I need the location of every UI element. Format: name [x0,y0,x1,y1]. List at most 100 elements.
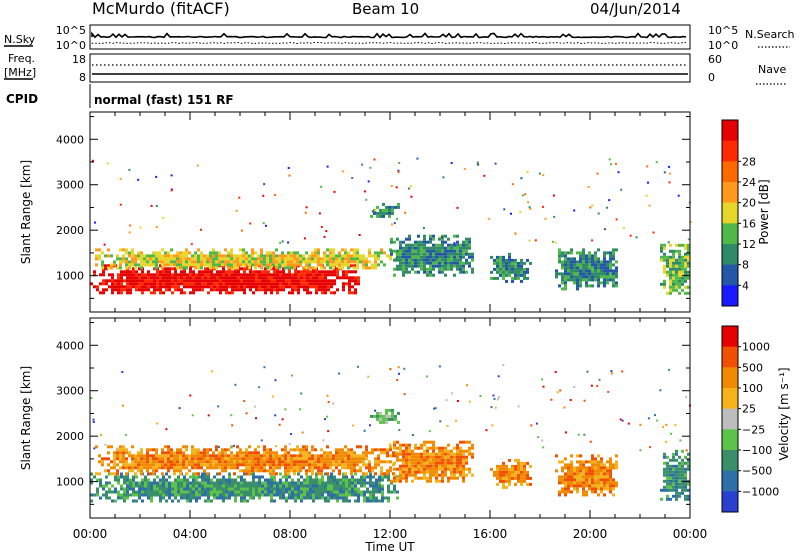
data-cell-vel-data-1 [302,457,305,461]
data-cell-power-data-1 [155,254,158,258]
colorbar-swatch [722,244,738,266]
data-cell-power-data-2 [411,264,414,268]
data-cell-vel-data-0 [195,481,198,485]
data-cell-vel-data-0 [198,493,201,497]
data-cell-power-data-1 [356,263,359,267]
data-cell-power-data-1 [305,260,308,264]
data-cell-vel-data-1 [176,460,179,464]
data-cell-vel-data-0 [324,487,327,491]
data-cell-vel-data-1 [209,448,212,452]
data-cell-power-data-0 [279,288,282,292]
data-cell-vel-data-2 [444,473,447,477]
data-cell-power-data-1 [176,254,179,258]
data-cell-vel-data-1 [140,472,143,476]
data-cell-vel-data-0 [213,481,216,485]
data-cell-power-data-1 [200,263,203,267]
sparse-echo [374,209,377,212]
data-cell-vel-data-0 [138,481,141,485]
data-cell-vel-data-2 [441,446,444,450]
sparse-echo [617,171,620,174]
data-cell-vel-data-0 [381,484,384,488]
data-cell-vel-data-0 [330,484,333,488]
data-cell-vel-data-0 [270,475,273,479]
sparse-echo [404,211,407,214]
data-cell-power-data-5 [672,270,675,274]
sparse-echo [456,400,459,402]
data-cell-vel-data-2 [435,452,438,456]
data-cell-power-data-0 [180,288,183,292]
x-tick-label: 00:00 [73,527,108,541]
data-cell-power-data-1 [119,260,122,264]
data-cell-vel-data-4 [567,463,570,467]
data-cell-power-data-1 [272,263,275,267]
data-cell-power-data-0 [219,270,222,274]
data-cell-power-data-4 [570,272,573,276]
data-cell-power-data-0 [258,288,261,292]
sparse-echo [287,241,290,244]
data-cell-power-data-0 [333,279,336,283]
data-cell-vel-data-0 [327,481,330,485]
data-cell-vel-data-0 [177,475,180,479]
data-cell-power-data-2 [390,237,393,241]
data-cell-power-data-1 [233,263,236,267]
data-cell-vel-data-0 [159,487,162,491]
data-cell-power-data-0 [225,273,228,277]
data-cell-power-data-4 [570,248,573,252]
data-cell-vel-data-1 [167,457,170,461]
data-cell-vel-data-0 [393,487,396,491]
data-cell-vel-data-2 [432,455,435,459]
data-cell-power-data-0 [204,270,207,274]
data-cell-vel-data-1 [185,472,188,476]
data-cell-power-data-0 [276,270,279,274]
data-cell-vel-data-1 [134,472,137,476]
data-cell-vel-data-0 [372,499,375,503]
data-cell-power-data-0 [159,291,162,295]
data-cell-vel-data-5 [675,479,678,483]
data-cell-power-data-0 [261,270,264,274]
data-cell-power-data-2 [426,267,429,271]
data-cell-vel-data-4 [615,460,618,464]
data-cell-power-data-0 [321,291,324,295]
sparse-echo [456,206,459,209]
sparse-echo [494,406,497,409]
data-cell-power-data-0 [153,273,156,277]
data-cell-vel-data-0 [90,493,93,497]
freq-panel: Freq. [MHz] 18 8 60 0 Nave [4,52,786,85]
data-cell-vel-data-1 [227,463,230,467]
data-cell-power-data-1 [131,254,134,258]
data-cell-power-data-0 [126,285,129,289]
data-cell-vel-data-0 [327,490,330,494]
data-cell-power-data-1 [212,254,215,258]
data-cell-vel-data-1 [263,454,266,458]
data-cell-power-data-2 [405,267,408,271]
data-cell-vel-data-5 [687,452,690,456]
data-cell-power-data-1 [152,254,155,258]
data-cell-vel-data-2 [462,461,465,465]
data-cell-vel-data-0 [267,493,270,497]
data-cell-power-data-4 [612,275,615,279]
data-cell-power-data-1 [317,263,320,267]
data-cell-power-data-4 [582,278,585,282]
data-cell-power-data-0 [294,282,297,286]
sparse-echo [610,163,612,166]
data-cell-vel-data-0 [261,484,264,488]
data-cell-power-data-0 [345,270,348,274]
data-cell-power-data-4 [585,269,588,273]
data-cell-power-data-0 [105,282,108,286]
data-cell-power-data-0 [120,291,123,295]
data-cell-power-data-5 [666,273,669,277]
data-cell-vel-data-3 [496,473,499,477]
data-cell-vel-data-2 [414,452,417,456]
data-cell-power-data-1 [284,266,287,270]
data-cell-vel-data-0 [174,478,177,482]
data-cell-vel-data-5 [669,467,672,471]
data-cell-power-data-4 [564,269,567,273]
data-cell-vel-data-0 [333,493,336,497]
data-cell-vel-data-0 [210,478,213,482]
data-cell-vel-data-0 [150,487,153,491]
data-cell-vel-data-4 [573,478,576,482]
data-cell-power-data-2 [441,267,444,271]
data-cell-vel-data-1 [275,451,278,455]
data-cell-power-data-1 [116,254,119,258]
data-cell-vel-data-5 [672,482,675,486]
